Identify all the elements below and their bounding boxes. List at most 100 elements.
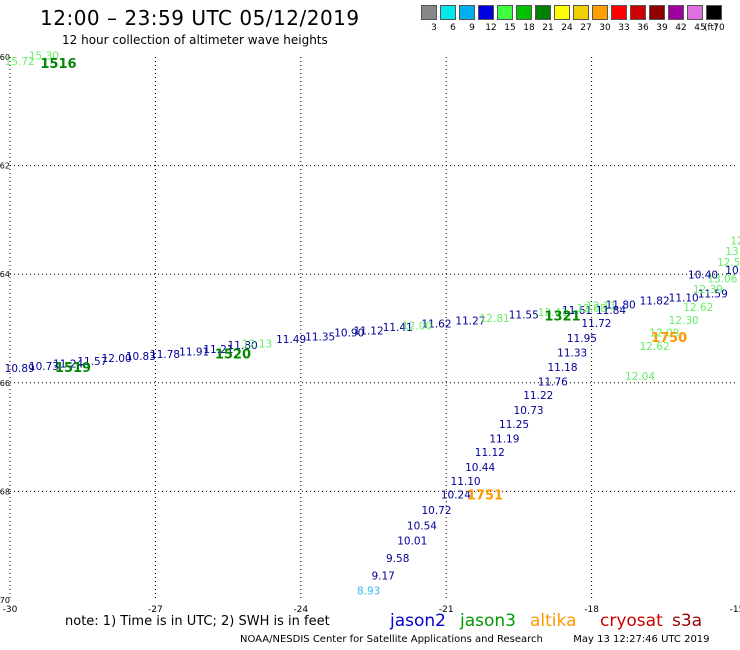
x-tick-label: -30 [3,605,18,615]
legend-swatch [611,5,627,20]
legend-swatch [554,5,570,20]
y-tick-label: -64 [0,270,10,279]
satellite-label-cryosat: cryosat [600,611,663,631]
legend-label: 45 [694,23,706,33]
legend-label: 30 [599,23,611,33]
footer-credit: NOAA/NESDIS Center for Satellite Applica… [240,634,710,645]
wave-height-label: 13.06 [707,273,737,285]
chart-title: 12:00 – 23:59 UTC 05/12/2019 [40,6,360,30]
legend-label: 6 [450,23,456,33]
wave-height-label: 10.72 [421,505,451,517]
wave-height-label: 12.30 [669,315,699,327]
wave-height-label: 11.12 [354,325,384,337]
footer-note: note: 1) Time is in UTC; 2) SWH is in fe… [65,614,330,629]
wave-height-label: 12.11 [586,300,616,312]
wave-height-label: 8.93 [357,586,380,598]
y-tick-label: -66 [0,379,10,388]
legend-swatch [573,5,589,20]
wave-height-label: 15.30 [29,51,59,63]
wave-height-label: 11.33 [557,348,587,360]
legend-swatch [535,5,551,20]
wave-height-label: 11.12 [475,447,505,459]
legend-swatch [421,5,437,20]
satellite-label-jason3: jason3 [460,611,516,631]
wave-height-label: 11.35 [305,331,335,343]
legend-label: 36 [637,23,649,33]
wave-height-label: 11.95 [567,333,597,345]
wave-height-label: 10.73 [514,405,544,417]
time-label: 1520 [215,347,251,362]
legend-label: 39 [656,23,668,33]
wave-height-label: 11.10 [451,476,481,488]
wave-height-label: 11.82 [640,296,670,308]
wave-height-label: 12.04 [625,371,655,383]
wave-height-label: 15.72 [5,56,35,68]
satellite-label-s3a: s3a [672,611,703,631]
time-label: 1519 [55,361,91,376]
legend-swatch [497,5,513,20]
credit-timestamp: May 13 12:27:46 UTC 2019 [573,634,710,645]
x-tick-label: -21 [439,605,454,615]
wave-height-label: 10.73 [29,361,59,373]
legend-label: 15 [504,23,516,33]
wave-height-label: 11.59 [698,289,728,301]
wave-height-label: 12 [730,235,740,247]
wave-height-label: 11.80 [606,299,636,311]
y-tick-label: -62 [0,162,10,171]
credit-text: NOAA/NESDIS Center for Satellite Applica… [240,634,543,645]
time-label: 1750 [651,331,687,346]
y-tick-label: -60 [0,53,10,62]
satellite-label-jason2: jason2 [390,611,446,631]
wave-height-label: 12.00 [402,321,432,333]
wave-height-label: 11.22 [523,390,553,402]
legend-swatch [687,5,703,20]
legend-swatch [592,5,608,20]
legend-label: 27 [580,23,592,33]
wave-height-label: 11.49 [276,334,306,346]
wave-height-label: 11.21 [203,344,233,356]
legend-units: (ft) [704,23,718,33]
wave-height-label: 10.01 [397,536,427,548]
wave-height-label: 11.19 [489,434,519,446]
legend-label: 18 [523,23,535,33]
wave-height-label: 12.00 [102,353,132,365]
chart-subtitle: 12 hour collection of altimeter wave hei… [62,33,328,47]
wave-height-label: 12.57 [717,257,740,269]
legend-swatch [668,5,684,20]
wave-height-label: 11.57 [77,356,107,368]
time-label: 1751 [467,489,503,504]
wave-height-label: 10.24 [441,489,471,501]
wave-height-label: 11.78 [150,349,180,361]
x-tick-label: -15 [730,605,740,615]
legend-label: 9 [469,23,475,33]
wave-height-label: 11.91 [179,347,209,359]
wave-height-label: 11.25 [499,419,529,431]
legend-label: 42 [675,23,687,33]
wave-height-label: 10.44 [465,462,495,474]
legend-swatch [516,5,532,20]
legend-swatch [706,5,722,20]
time-label: 1516 [40,57,76,72]
wave-height-label: 11.24 [53,359,83,371]
wave-height-label: 12.39 [693,284,723,296]
time-label: 1321 [544,309,580,324]
wave-height-label: 11.62 [421,318,451,330]
wave-height-label: 11.76 [538,377,568,389]
wave-height-label: 12.09 [649,328,679,340]
legend-label: 70 [713,23,725,33]
wave-height-label: 12.62 [640,341,670,353]
wave-height-label: 11.41 [383,322,413,334]
legend-label: 21 [542,23,554,33]
wave-height-label: 11.18 [547,362,577,374]
wave-height-label: 11.72 [581,318,611,330]
x-tick-label: -24 [293,605,308,615]
wave-height-label: 10.54 [407,520,437,532]
wave-height-label: 11.84 [596,305,626,317]
wave-height-label: 9.58 [386,553,409,565]
wave-height-label: 10.90 [334,328,364,340]
legend-swatch [478,5,494,20]
wave-height-label: 9.17 [371,570,394,582]
y-tick-label: -70 [0,596,10,605]
legend-swatch [440,5,456,20]
